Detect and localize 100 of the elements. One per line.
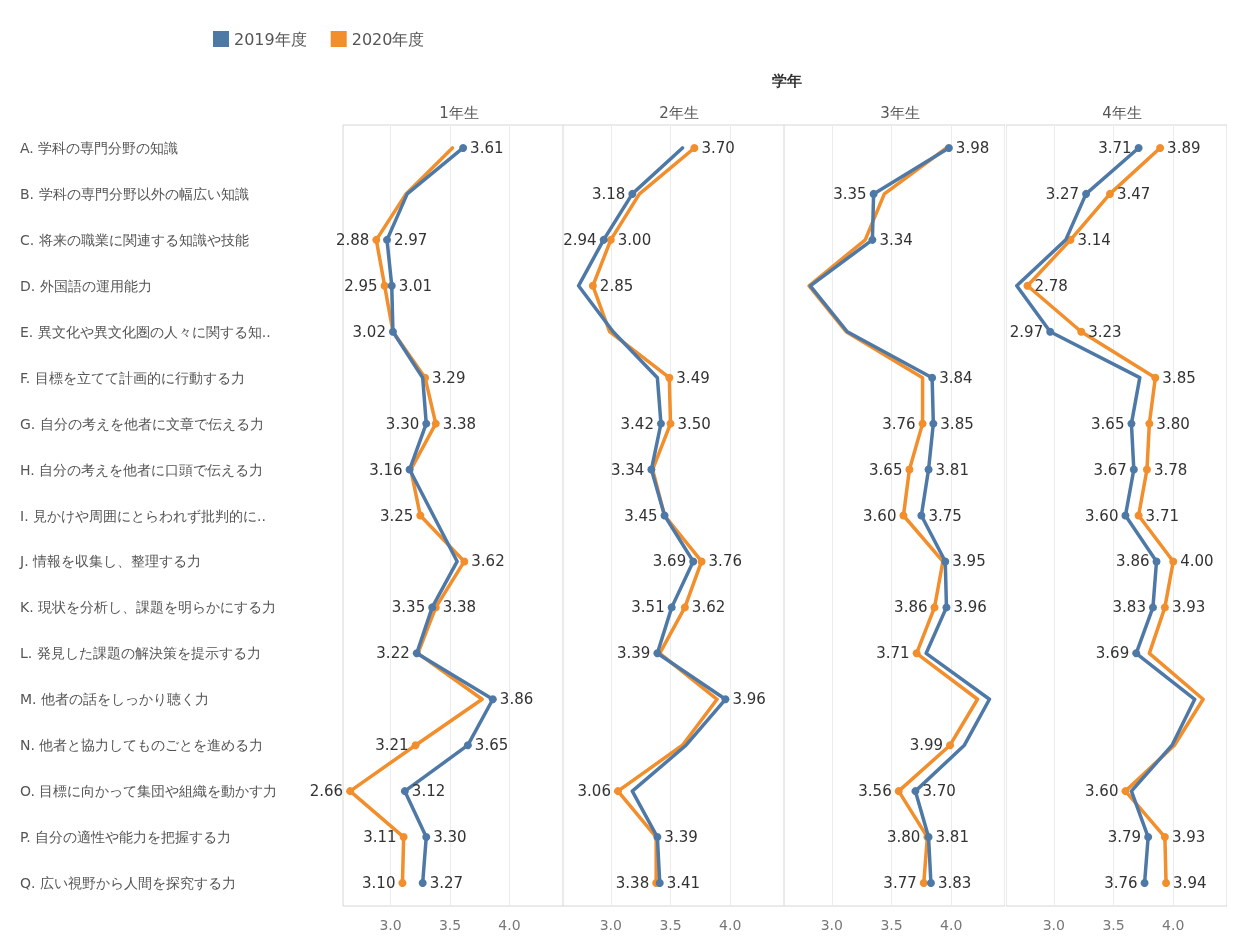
- point: [925, 465, 933, 474]
- data-label: 2.95: [344, 276, 378, 295]
- point: [690, 143, 699, 152]
- y-tick-label: E. 異文化や異文化圏の人々に関する知..: [20, 323, 271, 340]
- data-label: 3.99: [910, 736, 944, 755]
- data-label: 2.85: [600, 276, 634, 295]
- point: [1143, 833, 1152, 842]
- point: [941, 557, 950, 566]
- x-tick-label: 4.0: [498, 917, 521, 933]
- legend-label: 2020年度: [351, 29, 425, 49]
- data-label: 3.76: [708, 552, 743, 571]
- chart-title: 2年生: [659, 103, 699, 122]
- data-label: 4.00: [1179, 552, 1214, 571]
- y-tick-label: I. 見かけや周囲にとらわれず批判的に..: [20, 507, 266, 524]
- point: [905, 465, 914, 474]
- data-label: 3.69: [1095, 644, 1129, 663]
- point: [647, 465, 656, 474]
- data-label: 3.86: [894, 598, 928, 617]
- data-label: 3.21: [375, 736, 409, 755]
- y-tick-label: H. 自分の考えを他者に口頭で伝える力: [20, 461, 264, 478]
- point: [380, 281, 389, 290]
- point: [942, 603, 951, 612]
- point: [667, 603, 676, 612]
- data-label: 3.77: [883, 874, 918, 893]
- data-label: 3.30: [385, 414, 420, 433]
- data-label: 3.50: [677, 414, 712, 433]
- data-label: 2.88: [335, 230, 370, 249]
- point: [1148, 603, 1157, 612]
- point: [665, 373, 674, 382]
- point: [919, 419, 928, 428]
- data-label: 3.81: [936, 828, 970, 847]
- y-tick-label: D. 外国語の運用能力: [20, 277, 152, 294]
- data-label: 3.41: [666, 874, 701, 893]
- data-label: 3.94: [1172, 874, 1207, 893]
- point: [653, 833, 662, 842]
- data-label: 3.23: [1087, 322, 1122, 341]
- point: [422, 419, 431, 428]
- y-tick-label: M. 他者の話をしっかり聴く力: [20, 691, 209, 708]
- point: [697, 557, 706, 566]
- data-label: 3.25: [379, 506, 414, 525]
- data-label: 3.39: [617, 644, 651, 663]
- data-label: 3.70: [922, 782, 957, 801]
- point: [372, 235, 381, 244]
- point: [628, 189, 637, 198]
- data-label: 2.78: [1034, 276, 1068, 295]
- data-label: 3.71: [1145, 506, 1179, 525]
- chart-title: 1年生: [439, 103, 479, 122]
- point: [488, 695, 497, 704]
- data-label: 3.71: [876, 644, 911, 663]
- y-tick-label: C. 将来の職業に関連する知識や技能: [20, 231, 249, 248]
- point: [431, 419, 440, 428]
- data-label: 3.45: [624, 506, 658, 525]
- data-label: 3.30: [433, 828, 467, 847]
- data-label: 2.97: [394, 230, 428, 249]
- point: [400, 787, 409, 796]
- data-label: 3.35: [833, 184, 868, 203]
- data-label: 3.00: [617, 230, 652, 249]
- data-label: 3.81: [936, 460, 970, 479]
- y-tick-label: N. 他者と協力してものごとを進める力: [20, 737, 264, 754]
- point: [460, 557, 469, 566]
- point: [911, 787, 920, 796]
- data-label: 3.18: [592, 184, 626, 203]
- point: [1134, 143, 1143, 152]
- data-label: 3.10: [362, 874, 396, 893]
- data-label: 3.62: [471, 552, 505, 571]
- y-tick-label: Q. 広い視野から人間を探究する力: [20, 875, 236, 892]
- point: [1155, 143, 1164, 152]
- data-label: 3.65: [869, 460, 903, 479]
- point: [1127, 419, 1136, 428]
- y-tick-label: F. 目標を立てて計画的に行動する力: [20, 369, 245, 386]
- point: [387, 281, 396, 290]
- data-label: 3.22: [376, 644, 410, 663]
- y-tick-label: A. 学科の専門分野の知識: [20, 139, 179, 156]
- point: [383, 235, 391, 244]
- data-label: 3.86: [499, 690, 534, 709]
- x-tick-label: 4.0: [719, 917, 742, 933]
- point: [895, 787, 904, 796]
- x-tick-label: 3.0: [599, 917, 623, 933]
- point: [721, 695, 730, 704]
- point: [1161, 879, 1170, 888]
- point: [1105, 189, 1114, 198]
- data-label: 3.83: [938, 874, 972, 893]
- point: [412, 649, 421, 658]
- data-label: 3.38: [442, 598, 477, 617]
- point: [614, 787, 623, 796]
- point: [418, 879, 427, 888]
- data-label: 3.75: [928, 506, 963, 525]
- data-label: 3.78: [1153, 460, 1188, 479]
- point: [660, 511, 669, 520]
- point: [945, 143, 954, 152]
- data-label: 3.06: [577, 782, 612, 801]
- data-label: 3.11: [363, 828, 397, 847]
- data-label: 3.70: [701, 138, 735, 157]
- point: [388, 327, 397, 336]
- point: [1151, 373, 1160, 382]
- point: [459, 143, 468, 152]
- point: [928, 373, 937, 382]
- data-label: 3.96: [953, 598, 988, 617]
- legend-label: 2019年度: [234, 29, 307, 49]
- point: [1023, 281, 1032, 290]
